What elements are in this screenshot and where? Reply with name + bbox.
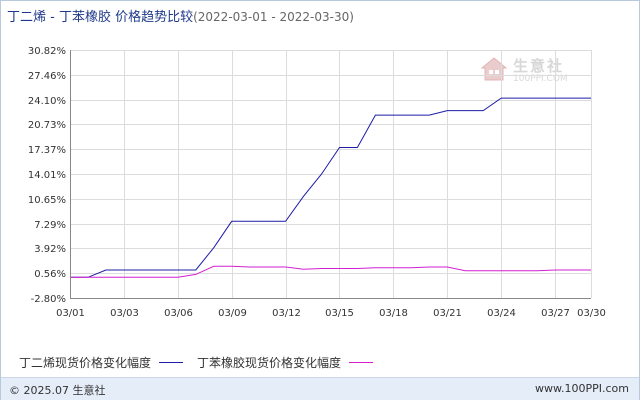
chart-title-range: (2022-03-01 - 2022-03-30) — [193, 10, 354, 24]
x-tick-label: 03/15 — [325, 308, 354, 319]
y-tick-label: 30.82% — [28, 46, 66, 57]
y-tick-label: 20.73% — [28, 120, 66, 131]
x-tick-label: 03/09 — [218, 308, 247, 319]
series-line-1 — [70, 97, 591, 278]
x-tick-label: 03/21 — [433, 308, 462, 319]
grid-layer — [70, 50, 592, 299]
y-tick-label: 7.29% — [34, 220, 66, 231]
x-tick-label: 03/27 — [541, 308, 570, 319]
series-layer — [70, 97, 591, 278]
y-tick-label: -2.80% — [31, 294, 66, 305]
watermark-house-icon — [481, 57, 507, 81]
x-tick-label: 03/18 — [379, 308, 408, 319]
y-tick-label: 0.56% — [34, 269, 66, 280]
y-tick-label: 24.10% — [28, 96, 66, 107]
y-tick-label: 14.01% — [28, 170, 66, 181]
axis-layer — [70, 50, 591, 299]
watermark-logo: 生意社 100PPI.COM — [481, 55, 591, 89]
y-tick-labels: 30.82% 27.46% 24.10% 20.73% 17.37% 14.01% 10.6… — [28, 46, 66, 305]
legend: 丁二烯现货价格变化幅度 丁苯橡胶现货价格变化幅度 — [19, 353, 387, 371]
x-tick-label: 03/24 — [487, 308, 516, 319]
y-tick-label: 17.37% — [28, 145, 66, 156]
legend-swatch-butadiene — [159, 361, 184, 363]
y-tick-label: 3.92% — [34, 244, 66, 255]
footer-bar: © 2025.07 生意社 www.100PPI.com — [1, 377, 639, 400]
series-line-2 — [70, 265, 591, 278]
legend-label-butadiene: 丁二烯现货价格变化幅度 — [19, 355, 152, 370]
legend-item-butadiene: 丁二烯现货价格变化幅度 — [19, 354, 184, 371]
legend-swatch-sbr — [349, 361, 374, 363]
x-tick-label: 03/01 — [56, 308, 85, 319]
y-tick-label: 10.65% — [28, 195, 66, 206]
x-tick-label: 03/06 — [164, 308, 193, 319]
legend-item-sbr: 丁苯橡胶现货价格变化幅度 — [197, 354, 374, 371]
x-tick-labels: 03/01 03/03 03/06 03/09 03/12 03/15 03/18 03/21… — [56, 308, 606, 319]
legend-label-sbr: 丁苯橡胶现货价格变化幅度 — [197, 355, 342, 370]
chart-title: 丁二烯 - 丁苯橡胶 价格趋势比较(2022-03-01 - 2022-03-3… — [7, 6, 354, 25]
x-tick-label: 03/30 — [577, 308, 606, 319]
watermark-text: 生意社 — [513, 57, 565, 75]
watermark-url: 100PPI.COM — [513, 74, 568, 84]
x-tick-label: 03/12 — [272, 308, 301, 319]
x-tick-label: 03/03 — [110, 308, 139, 319]
y-tick-label: 27.46% — [28, 71, 66, 82]
copyright-text: © 2025.07 生意社 — [9, 384, 106, 397]
footer-site-link[interactable]: www.100PPI.com — [535, 382, 629, 395]
chart-title-main: 丁二烯 - 丁苯橡胶 价格趋势比较 — [7, 10, 194, 25]
